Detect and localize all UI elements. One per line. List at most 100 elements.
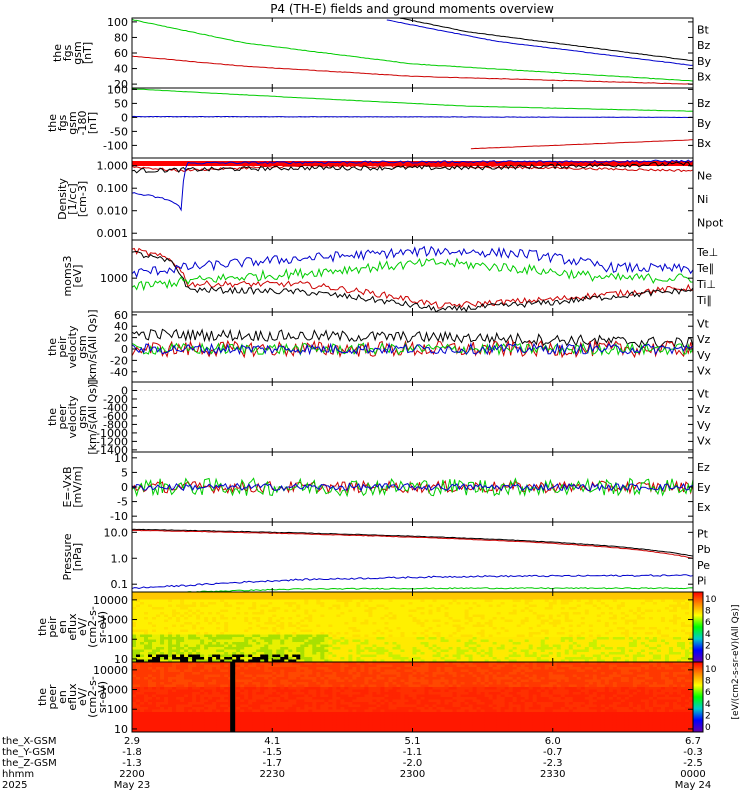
heatmap-cell xyxy=(192,649,197,653)
heatmap-cell xyxy=(372,657,378,661)
heatmap-cell xyxy=(320,612,325,616)
heatmap-cell xyxy=(148,672,153,676)
heatmap-cell xyxy=(496,659,502,662)
heatmap-cell xyxy=(200,602,205,606)
heatmap-cell xyxy=(664,617,670,621)
heatmap-cell xyxy=(624,607,630,611)
heatmap-cell xyxy=(520,642,526,646)
heatmap-cell xyxy=(304,649,309,653)
heatmap-cell xyxy=(204,607,209,611)
heatmap-cell xyxy=(272,597,277,601)
heatmap-cell xyxy=(220,624,225,628)
heatmap-cell xyxy=(228,612,233,616)
heatmap-cell xyxy=(516,642,522,646)
heatmap-cell xyxy=(388,592,394,596)
heatmap-cell xyxy=(172,662,177,666)
heatmap-cell xyxy=(172,652,177,656)
heatmap-cell xyxy=(168,597,173,601)
heatmap-cell xyxy=(364,637,370,641)
heatmap-cell xyxy=(224,719,229,723)
legend-item: Vx xyxy=(697,434,712,447)
heatmap-cell xyxy=(188,694,193,698)
heatmap-cell xyxy=(352,632,357,636)
heatmap-cell xyxy=(468,647,474,651)
heatmap-cell xyxy=(208,654,213,658)
heatmap-cell xyxy=(644,642,650,646)
heatmap-cell xyxy=(172,699,177,703)
heatmap-cell xyxy=(412,637,418,641)
heatmap-cell xyxy=(348,642,353,646)
heatmap-cell xyxy=(196,597,201,601)
heatmap-cell xyxy=(224,672,229,676)
heatmap-cell xyxy=(404,602,410,606)
heatmap-cell xyxy=(168,644,173,648)
y-tick-label: 0.1 xyxy=(111,578,129,591)
heatmap-cell xyxy=(500,619,506,623)
heatmap-cell xyxy=(280,637,285,641)
heatmap-cell xyxy=(328,629,333,633)
heatmap-cell xyxy=(600,609,606,613)
heatmap-cell xyxy=(364,622,370,626)
heatmap-cell xyxy=(420,639,426,643)
heatmap-cell xyxy=(396,602,402,606)
heatmap-cell xyxy=(568,639,574,643)
heatmap-cell xyxy=(236,657,241,661)
heatmap-cell xyxy=(616,654,622,658)
heatmap-cell xyxy=(140,709,145,713)
heatmap-cell xyxy=(584,602,590,606)
heatmap-cell xyxy=(196,644,201,648)
heatmap-cell xyxy=(256,592,261,596)
heatmap-cell xyxy=(396,634,402,638)
heatmap-cell xyxy=(368,639,374,643)
heatmap-cell xyxy=(540,592,546,596)
heatmap-cell xyxy=(192,662,197,666)
heatmap-cell xyxy=(392,617,398,621)
heatmap-cell xyxy=(192,639,197,643)
heatmap-cell xyxy=(188,677,193,681)
heatmap-cell xyxy=(140,639,145,643)
heatmap-cell xyxy=(636,644,642,648)
heatmap-cell xyxy=(136,662,141,666)
heatmap-cell xyxy=(672,659,678,662)
heatmap-cell xyxy=(216,654,221,658)
heatmap-cell xyxy=(496,652,502,656)
heatmap-cell xyxy=(140,724,145,728)
heatmap-cell xyxy=(168,664,173,668)
heatmap-cell xyxy=(156,594,161,598)
heatmap-cell xyxy=(420,654,426,658)
heatmap-cell xyxy=(592,597,598,601)
heatmap-cell xyxy=(372,592,378,596)
heatmap-cell xyxy=(396,604,402,608)
heatmap-cell xyxy=(200,659,205,662)
heatmap-cell xyxy=(172,599,177,603)
heatmap-cell xyxy=(204,614,209,618)
heatmap-cell xyxy=(164,677,169,681)
heatmap-cell xyxy=(268,637,273,641)
y-axis-label: the xyxy=(46,114,59,132)
heatmap-cell xyxy=(240,592,245,596)
heatmap-cell xyxy=(308,604,313,608)
heatmap-cell xyxy=(440,642,446,646)
heatmap-cell xyxy=(428,607,434,611)
heatmap-cell xyxy=(156,609,161,613)
heatmap-cell xyxy=(520,599,526,603)
heatmap-cell xyxy=(600,632,606,636)
heatmap-cell xyxy=(224,624,229,628)
heatmap-cell xyxy=(216,674,221,678)
heatmap-cell xyxy=(164,642,169,646)
panel-peer-en-eflux: 10000100010010thepeerenefluxeV/(cm2-s-sr… xyxy=(36,661,694,736)
heatmap-cell xyxy=(204,604,209,608)
heatmap-cell xyxy=(496,647,502,651)
heatmap-cell xyxy=(216,722,221,726)
heatmap-cell xyxy=(240,622,245,626)
heatmap-cell xyxy=(332,619,337,623)
heatmap-cell xyxy=(476,659,482,662)
heatmap-cell xyxy=(212,714,217,718)
heatmap-cell xyxy=(608,642,614,646)
heatmap-cell xyxy=(400,614,406,618)
heatmap-cell xyxy=(176,592,181,596)
heatmap-cell xyxy=(440,637,446,641)
heatmap-cell xyxy=(424,657,430,661)
heatmap-cell xyxy=(568,592,574,596)
heatmap-cell xyxy=(456,624,462,628)
